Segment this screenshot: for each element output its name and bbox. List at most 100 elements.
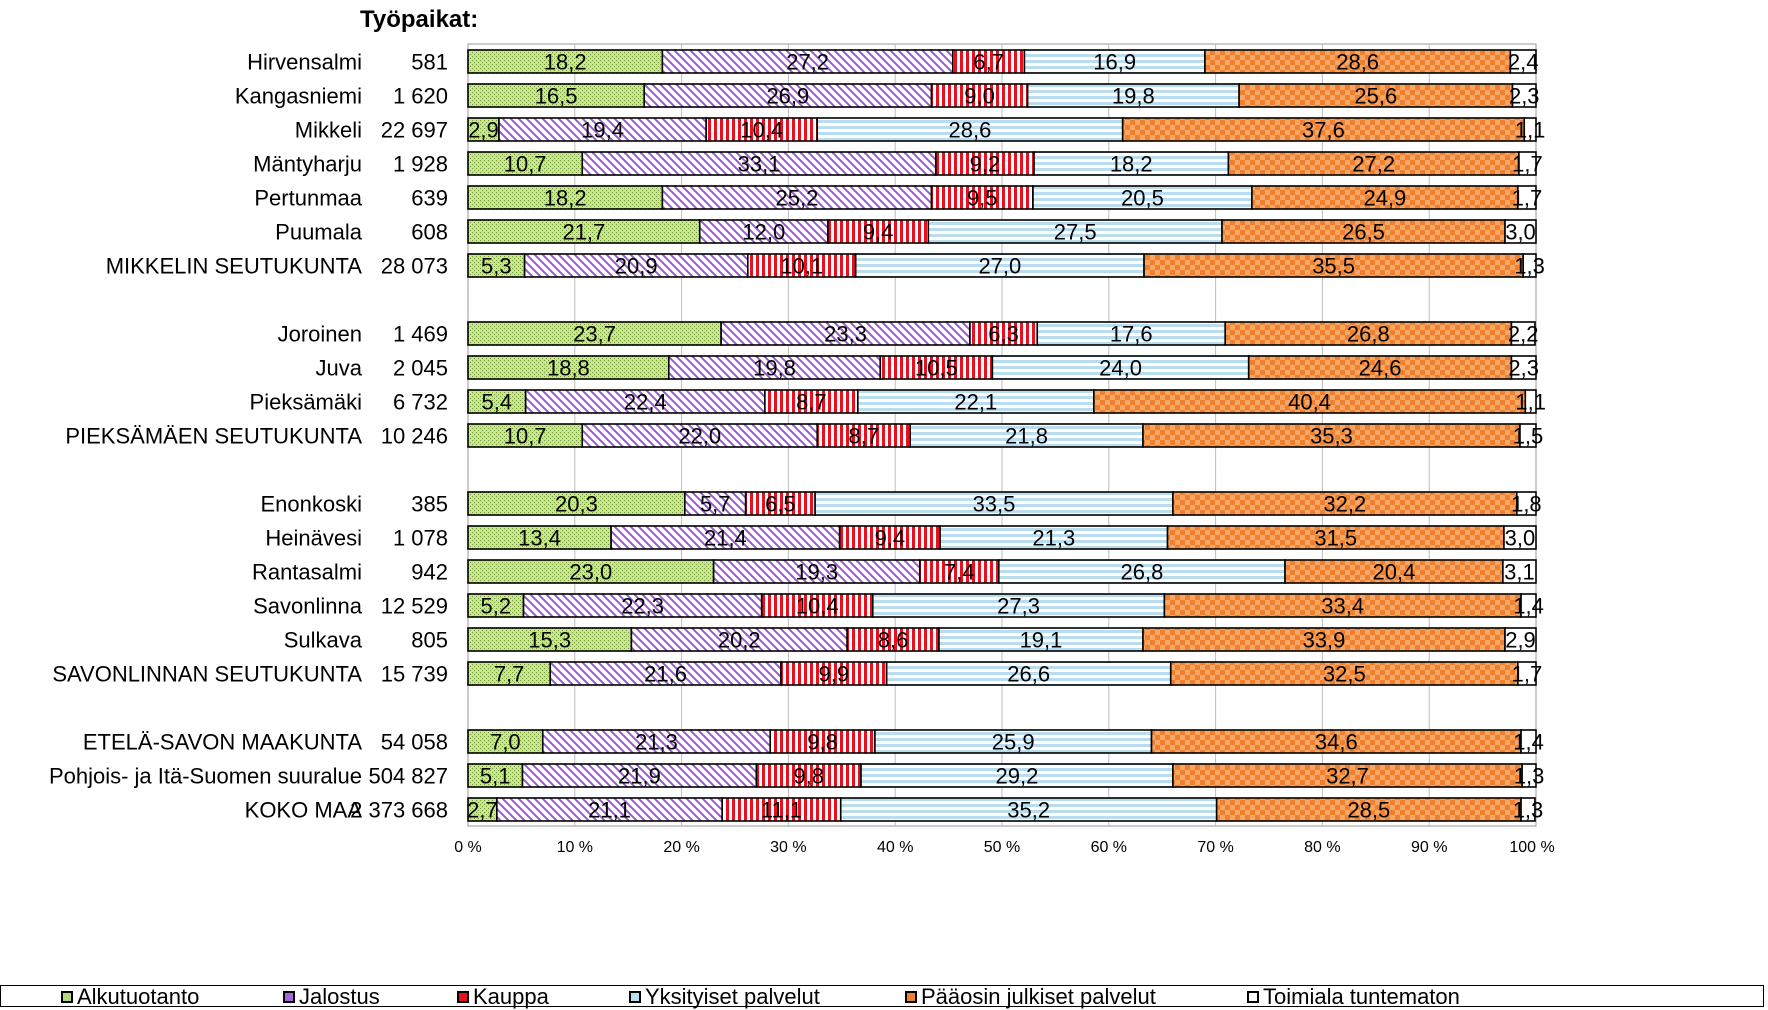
x-tick-label: 20 % (663, 839, 699, 856)
category-label: Puumala (275, 220, 363, 245)
data-label: 6,7 (973, 50, 1004, 75)
data-label: 10,4 (740, 118, 783, 143)
category-label: Enonkoski (260, 492, 362, 517)
legend-swatch (283, 991, 295, 1003)
category-total: 385 (411, 492, 448, 517)
category-total: 2 045 (393, 356, 448, 381)
legend-item: Toimiala tuntematon (1247, 984, 1460, 1009)
x-tick-label: 10 % (557, 839, 593, 856)
data-label: 24,0 (1099, 356, 1142, 381)
category-label: ETELÄ-SAVON MAAKUNTA (83, 730, 362, 755)
bar-segment (1517, 661, 1537, 686)
bar-segment (1511, 83, 1537, 108)
category-total: 54 058 (381, 730, 448, 755)
category-label: Sulkava (284, 628, 363, 653)
data-label: 21,1 (588, 798, 631, 823)
x-tick-label: 90 % (1411, 839, 1447, 856)
data-label: 26,5 (1342, 220, 1385, 245)
data-label: 33,4 (1321, 594, 1364, 619)
bar-segment (1504, 219, 1537, 244)
data-label: 21,3 (1032, 526, 1075, 551)
bar-segment (1517, 185, 1537, 210)
data-label: 7,7 (494, 662, 525, 687)
legend-swatch (905, 991, 917, 1003)
data-label: 35,5 (1312, 254, 1355, 279)
data-label: 1,7 (1512, 186, 1543, 211)
data-label: 31,5 (1314, 526, 1357, 551)
category-total: 6 732 (393, 390, 448, 415)
category-total: 1 620 (393, 84, 448, 109)
data-label: 23,3 (824, 322, 867, 347)
category-total: 15 739 (381, 662, 448, 687)
data-label: 19,8 (753, 356, 796, 381)
data-label: 2,9 (1505, 628, 1536, 653)
data-label: 27,0 (978, 254, 1021, 279)
data-label: 26,8 (1120, 560, 1163, 585)
category-labels: Hirvensalmi 581 Kangasniemi 1 620 Mikkeli 22 … (49, 50, 448, 823)
data-label: 1,1 (1515, 118, 1546, 143)
category-label: MIKKELIN SEUTUKUNTA (106, 254, 363, 279)
data-label: 19,3 (795, 560, 838, 585)
data-label: 2,3 (1509, 84, 1540, 109)
data-label: 5,2 (480, 594, 511, 619)
data-label: 28,6 (949, 118, 992, 143)
bar-segment (1503, 525, 1537, 550)
data-label: 10,7 (504, 424, 547, 449)
bar-segment (1509, 49, 1537, 74)
bars: 18,2 27,2 6,7 16,9 28,6 2,4 16,5 26,9 9,0 19,8 25,… (467, 49, 1546, 823)
data-label: 21,8 (1005, 424, 1048, 449)
data-label: 26,9 (766, 84, 809, 109)
data-label: 32,5 (1323, 662, 1366, 687)
legend-item: Pääosin julkiset palvelut (905, 984, 1156, 1009)
data-label: 20,2 (718, 628, 761, 653)
legend-swatch (1247, 991, 1259, 1003)
category-total: 639 (411, 186, 448, 211)
data-label: 1,3 (1513, 798, 1544, 823)
data-label: 11,1 (761, 798, 802, 823)
data-label: 18,2 (544, 50, 587, 75)
category-total: 28 073 (381, 254, 448, 279)
data-label: 32,7 (1326, 764, 1369, 789)
data-label: 1,4 (1513, 730, 1544, 755)
data-label: 35,3 (1310, 424, 1353, 449)
data-label: 25,9 (992, 730, 1035, 755)
data-label: 19,4 (581, 118, 624, 143)
data-label: 21,4 (704, 526, 747, 551)
legend-item: Jalostus (283, 984, 380, 1009)
data-label: 8,7 (848, 424, 879, 449)
legend-label: Alkutuotanto (77, 984, 200, 1009)
data-label: 17,6 (1110, 322, 1153, 347)
chart-title: Työpaikat: (360, 6, 479, 33)
bar-segment (1521, 763, 1537, 788)
data-label: 12,0 (742, 220, 785, 245)
data-label: 8,7 (796, 390, 827, 415)
data-label: 9,2 (970, 152, 1001, 177)
data-label: 1,8 (1511, 492, 1542, 517)
data-label: 1,3 (1514, 764, 1545, 789)
bar-segment (1522, 253, 1537, 278)
legend-swatch (629, 991, 641, 1003)
x-tick-label: 50 % (984, 839, 1020, 856)
x-tick-label: 100 % (1509, 839, 1554, 856)
data-label: 22,3 (621, 594, 664, 619)
data-label: 16,9 (1093, 50, 1136, 75)
category-total: 805 (411, 628, 448, 653)
stacked-bar-chart: 18,2 27,2 6,7 16,9 28,6 2,4 16,5 26,9 9,0 19,8 25,… (49, 43, 1555, 856)
category-label: Joroinen (278, 322, 362, 347)
category-label: Mäntyharju (253, 152, 362, 177)
category-total: 1 469 (393, 322, 448, 347)
data-label: 5,3 (481, 254, 512, 279)
category-label: Rantasalmi (252, 560, 362, 585)
data-label: 1,7 (1512, 152, 1543, 177)
data-label: 5,1 (480, 764, 511, 789)
data-label: 27,2 (786, 50, 829, 75)
data-label: 26,6 (1007, 662, 1050, 687)
data-label: 24,6 (1359, 356, 1402, 381)
category-label: PIEKSÄMÄEN SEUTUKUNTA (65, 424, 362, 449)
category-total: 942 (411, 560, 448, 585)
category-label: Pieksämäki (250, 390, 362, 415)
data-label: 29,2 (996, 764, 1039, 789)
data-label: 21,7 (562, 220, 605, 245)
data-label: 2,7 (467, 798, 498, 823)
data-label: 18,2 (1110, 152, 1153, 177)
